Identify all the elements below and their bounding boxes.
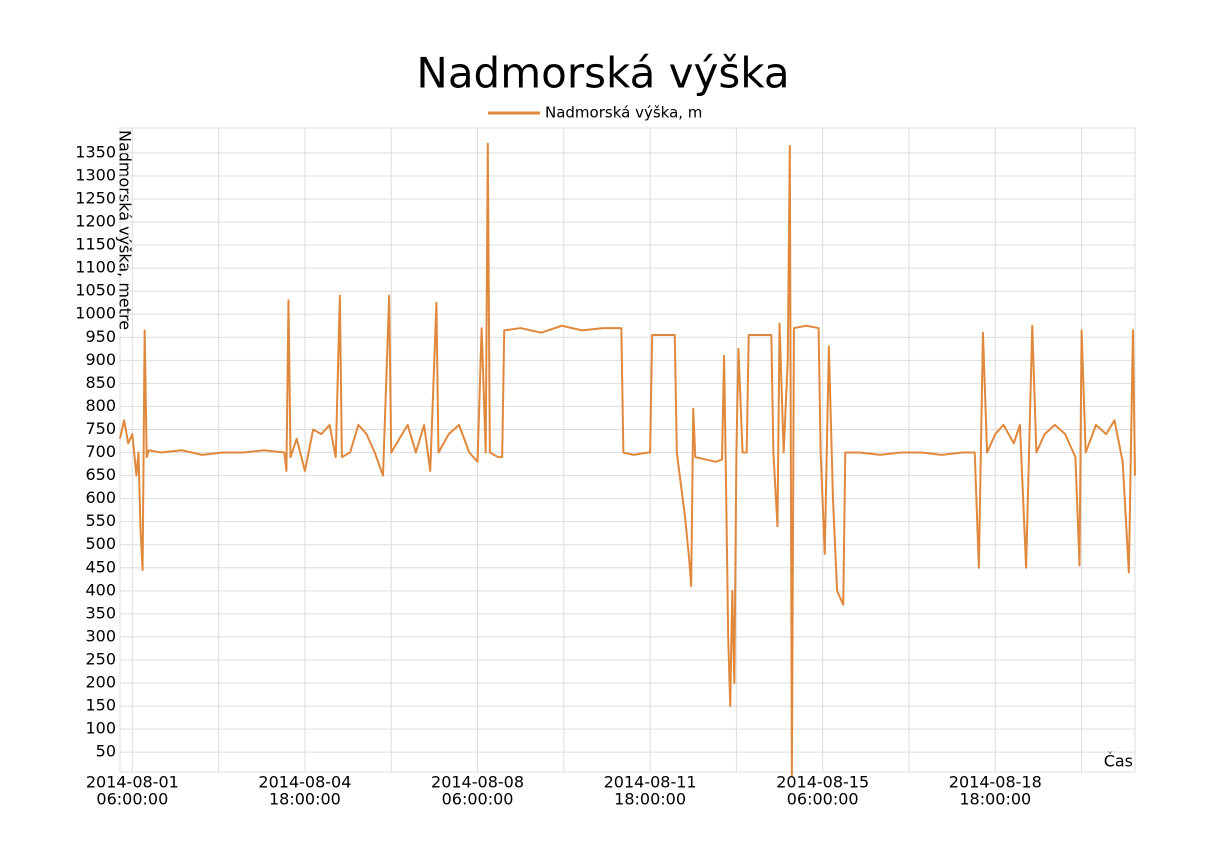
y-tick-label: 1100 [75, 258, 116, 277]
y-tick-label: 800 [85, 396, 116, 415]
x-tick-label: 18:00:00 [614, 790, 686, 809]
x-tick-label: 2014-08-08 [431, 773, 524, 792]
x-tick-label: 2014-08-01 [86, 773, 179, 792]
x-tick-label: 06:00:00 [96, 790, 168, 809]
y-tick-label: 1300 [75, 165, 116, 184]
y-tick-label: 550 [85, 511, 116, 530]
x-axis-title: Čas [1104, 752, 1133, 771]
y-tick-label: 600 [85, 488, 116, 507]
legend-label: Nadmorská výška, m [545, 104, 702, 122]
y-tick-label: 750 [85, 419, 116, 438]
x-tick-label: 06:00:00 [787, 790, 859, 809]
y-tick-label: 1050 [75, 281, 116, 300]
y-axis-title: Nadmorská výška, metre [116, 130, 135, 330]
y-tick-label: 850 [85, 373, 116, 392]
x-tick-label: 2014-08-04 [258, 773, 351, 792]
y-tick-label: 1350 [75, 142, 116, 161]
y-tick-label: 1200 [75, 212, 116, 231]
x-tick-label: 2014-08-15 [776, 773, 869, 792]
y-tick-label: 50 [96, 742, 116, 761]
x-tick-label: 2014-08-11 [604, 773, 697, 792]
x-tick-label: 18:00:00 [959, 790, 1031, 809]
y-tick-label: 1250 [75, 188, 116, 207]
series-line [119, 142, 1136, 777]
y-tick-label: 400 [85, 580, 116, 599]
y-tick-label: 200 [85, 673, 116, 692]
y-tick-label: 150 [85, 696, 116, 715]
y-tick-label: 950 [85, 327, 116, 346]
x-tick-label: 06:00:00 [442, 790, 514, 809]
y-tick-label: 900 [85, 350, 116, 369]
y-tick-label: 250 [85, 649, 116, 668]
chart-title: Nadmorská výška [416, 49, 789, 98]
y-tick-label: 100 [85, 719, 116, 738]
y-tick-label: 1150 [75, 235, 116, 254]
y-tick-label: 700 [85, 442, 116, 461]
x-tick-label: 2014-08-18 [949, 773, 1042, 792]
y-tick-label: 350 [85, 603, 116, 622]
y-tick-label: 650 [85, 465, 116, 484]
y-tick-label: 500 [85, 534, 116, 553]
y-tick-label: 450 [85, 557, 116, 576]
y-tick-label: 1000 [75, 304, 116, 323]
y-tick-label: 300 [85, 626, 116, 645]
x-tick-label: 18:00:00 [269, 790, 341, 809]
